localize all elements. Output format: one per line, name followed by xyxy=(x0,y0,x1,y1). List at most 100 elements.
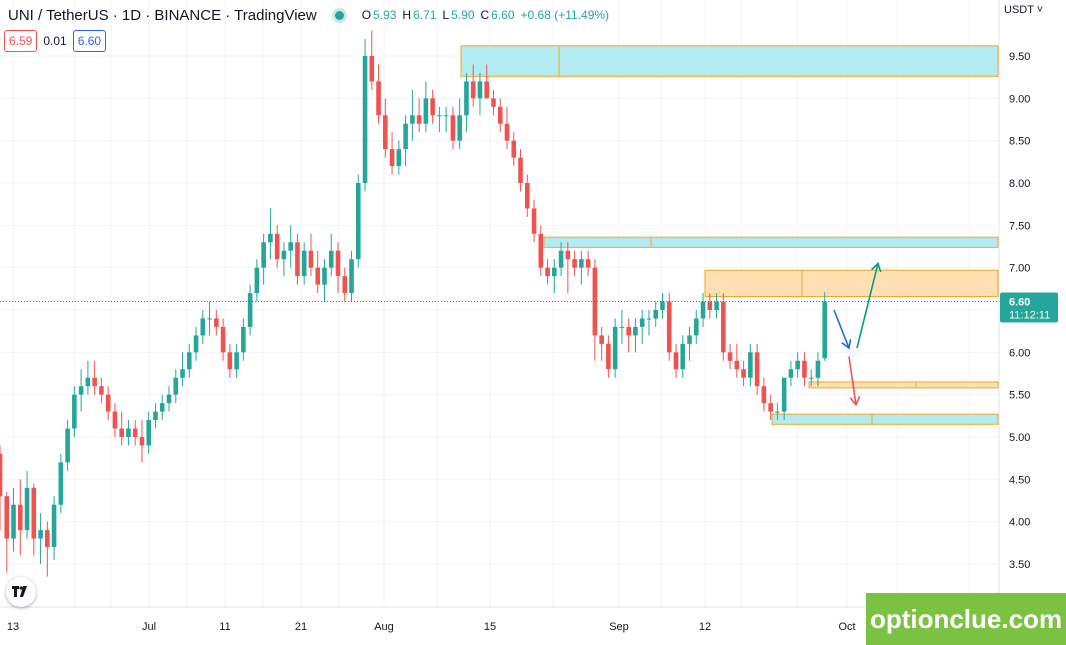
time-tick-label: Oct xyxy=(838,621,855,633)
candle-body xyxy=(38,530,43,539)
tradingview-logo-icon[interactable] xyxy=(6,577,36,607)
candle-body xyxy=(741,369,746,378)
candle-body xyxy=(207,318,212,320)
candle-body xyxy=(268,233,273,243)
time-tick-label: Sep xyxy=(609,621,629,633)
candle-body xyxy=(822,301,828,359)
candle-body xyxy=(261,242,266,268)
close-value: 6.60 xyxy=(491,8,515,22)
zone-resistance-6.65-6.95 xyxy=(704,269,999,297)
candle-body xyxy=(775,411,780,413)
price-tick-label: 4.50 xyxy=(1009,474,1030,486)
candle-body xyxy=(362,56,368,183)
candle-body xyxy=(416,115,422,124)
price-tick-label: 7.50 xyxy=(1009,220,1030,232)
symbol-title[interactable]: UNI / TetherUS · 1D · BINANCE · TradingV… xyxy=(8,6,317,24)
candle-body xyxy=(754,352,760,387)
candle-body xyxy=(558,250,564,268)
candle-body xyxy=(247,293,253,327)
low-value: 5.90 xyxy=(451,8,475,22)
candle-body xyxy=(403,123,408,150)
ohlc-readout: O 5.93 H 6.71 L 5.90 C 6.60 +0.68 (+11.49%) xyxy=(362,8,613,22)
candle-body xyxy=(4,496,10,539)
candle-body xyxy=(11,504,16,539)
candle-body xyxy=(349,259,354,294)
candle-body xyxy=(85,377,91,387)
price-tick-label: 9.50 xyxy=(1009,51,1030,63)
zone-resistance-7.26-7.35 xyxy=(543,236,999,248)
candle-body xyxy=(727,352,733,361)
change-value: +0.68 (+11.49%) xyxy=(520,8,610,22)
price-tick-label: 5.00 xyxy=(1009,432,1030,444)
blue-down-arrow-head xyxy=(841,339,852,350)
candle-body xyxy=(538,233,544,268)
candle-body xyxy=(768,403,773,412)
open-label: O xyxy=(361,8,372,22)
candle-body xyxy=(687,335,692,344)
candle-body xyxy=(707,301,713,310)
candle-body xyxy=(606,343,611,370)
candle-body xyxy=(159,403,165,412)
candle-body xyxy=(308,250,314,268)
candle-body xyxy=(585,259,591,268)
candle-body xyxy=(51,504,57,548)
buy-button[interactable]: 6.60 xyxy=(72,30,107,52)
candle-body xyxy=(254,267,260,294)
price-tick-label: 6.00 xyxy=(1009,347,1030,359)
red-down-arrow xyxy=(848,356,857,405)
candle-body xyxy=(24,487,30,531)
green-up-arrow xyxy=(856,263,879,349)
candle-body xyxy=(396,149,402,167)
candle-body xyxy=(389,149,395,167)
blue-down-arrow xyxy=(833,309,850,349)
candle-body xyxy=(112,411,118,429)
candle-body xyxy=(565,250,571,260)
price-tick-label: 9.00 xyxy=(1009,93,1030,105)
candle-body xyxy=(633,326,638,336)
candle-body xyxy=(105,394,111,412)
zone-resistance-9.3-9.6 xyxy=(460,45,999,77)
candle-body xyxy=(328,250,334,268)
candle-body xyxy=(572,259,577,268)
candle-body xyxy=(504,123,510,141)
candle-body xyxy=(315,267,321,285)
candle-body xyxy=(680,343,686,370)
candle-body xyxy=(579,259,584,268)
candle-body xyxy=(430,98,435,116)
candle-body xyxy=(666,301,672,353)
market-status-icon xyxy=(334,10,344,20)
candle-body xyxy=(443,115,449,117)
currency-selector[interactable]: USDT ˅ xyxy=(1004,4,1044,16)
candle-body xyxy=(376,81,381,116)
sell-button[interactable]: 6.59 xyxy=(4,30,38,52)
price-tick-label: 4.00 xyxy=(1009,517,1030,529)
candle-body xyxy=(491,98,496,107)
zone-support-5.16-5.27 xyxy=(771,413,999,425)
chart-header: UNI / TetherUS · 1D · BINANCE · TradingV… xyxy=(8,4,613,26)
candle-body xyxy=(166,394,172,404)
candle-body xyxy=(545,267,550,277)
red-down-arrow-head xyxy=(849,396,861,407)
candle-body xyxy=(180,369,185,378)
candle-body xyxy=(599,335,604,344)
close-label: C xyxy=(480,8,490,22)
candle-body xyxy=(464,81,469,116)
candle-body xyxy=(437,115,442,117)
candle-body xyxy=(788,369,794,378)
candle-body xyxy=(65,428,70,463)
candle-body xyxy=(186,352,192,370)
candle-body xyxy=(619,326,625,328)
candle-body xyxy=(99,386,104,395)
candle-body xyxy=(295,242,300,277)
candle-body xyxy=(78,386,84,395)
candle-body xyxy=(815,360,821,378)
current-price-label: 6.60 xyxy=(1009,297,1030,309)
candle-body xyxy=(58,462,64,505)
candle-body xyxy=(139,437,145,446)
candle-body xyxy=(119,428,124,437)
candle-body xyxy=(423,98,429,124)
watermark-logo: optionclue.com xyxy=(866,593,1066,645)
candle-body xyxy=(612,326,618,370)
high-value: 6.71 xyxy=(413,8,437,22)
